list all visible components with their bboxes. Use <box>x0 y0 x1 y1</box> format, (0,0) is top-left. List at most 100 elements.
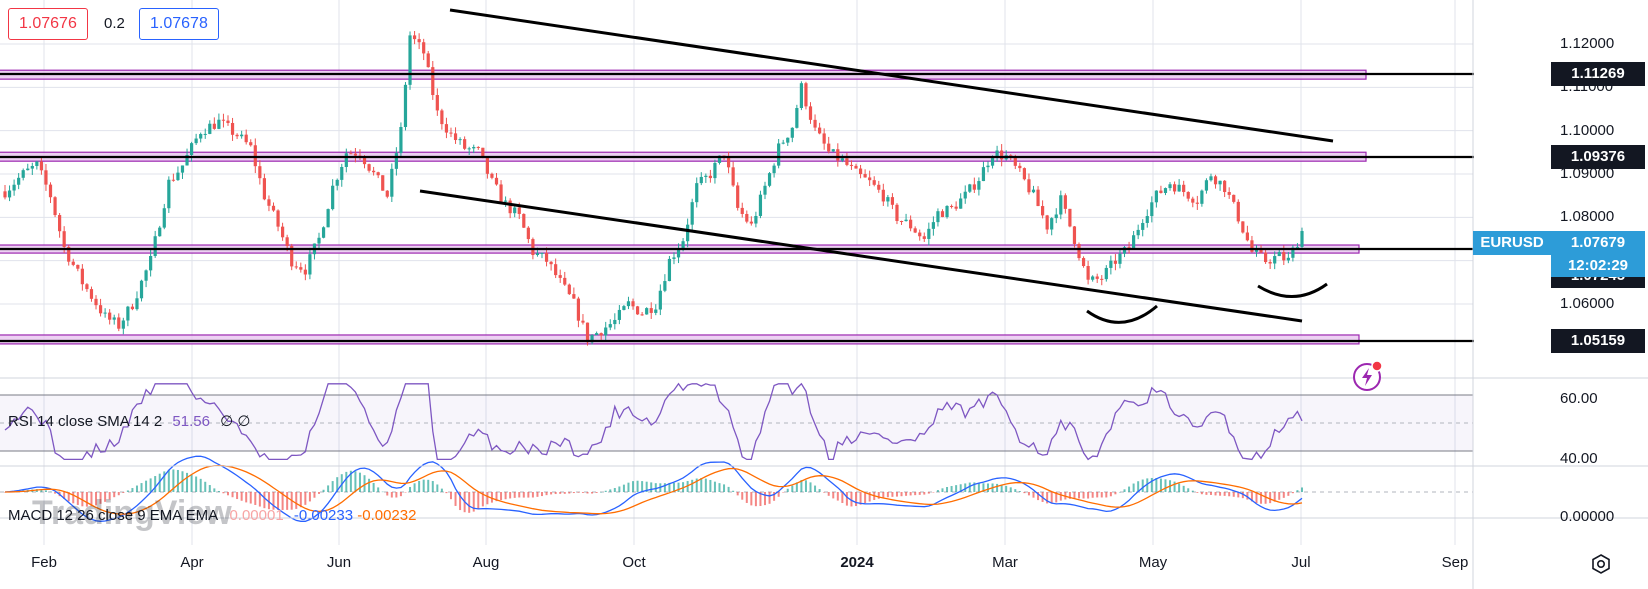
ask-quote[interactable]: 1.07678 <box>139 8 219 40</box>
macd-hist-bar <box>650 482 653 492</box>
macd-hist-bar <box>996 483 999 492</box>
candle-body <box>954 206 958 209</box>
macd-hist-bar <box>336 477 339 492</box>
alert-lightning-icon[interactable] <box>1352 360 1384 392</box>
candle-body <box>1259 249 1263 253</box>
candle-187 <box>854 163 858 169</box>
macd-hist-bar <box>1109 492 1112 497</box>
macd-hist-bar <box>404 492 407 493</box>
candle-130 <box>595 331 599 336</box>
macd-hist-bar <box>918 492 921 495</box>
macd-hist-bar <box>395 492 398 498</box>
candle-body <box>763 185 767 195</box>
candle-203 <box>927 222 931 246</box>
candle-12 <box>58 212 62 238</box>
candle-body <box>26 168 30 171</box>
candle-252 <box>1150 196 1154 223</box>
candle-207 <box>945 205 949 219</box>
candle-body <box>431 67 435 96</box>
macd-hist-bar <box>800 480 803 492</box>
candle-28 <box>130 303 135 311</box>
candle-body <box>676 249 681 258</box>
macd-hist-bar <box>99 492 102 504</box>
macd-hist-bar <box>814 485 817 492</box>
candle-16 <box>76 264 80 272</box>
macd-hist-bar <box>409 486 412 492</box>
macd-hist-bar <box>304 492 307 505</box>
candle-body <box>635 306 640 315</box>
candle-133 <box>608 319 612 331</box>
candle-body <box>149 256 153 271</box>
candle-264 <box>1204 178 1209 194</box>
macd-hist-bar <box>886 492 889 498</box>
macd-hist-bar <box>782 492 785 493</box>
candle-body <box>1254 249 1259 252</box>
candle-body <box>1295 246 1300 248</box>
candle-body <box>1118 253 1122 264</box>
candle-190 <box>868 170 872 187</box>
candle-body <box>340 167 344 180</box>
macd-hist-bar <box>618 486 621 492</box>
candle-33 <box>153 230 157 258</box>
macd-hist-bar <box>199 478 202 492</box>
candle-body <box>422 42 426 54</box>
macd-hist-bar <box>286 492 289 510</box>
bid-quote[interactable]: 1.07676 <box>8 8 88 40</box>
candle-58 <box>267 195 271 212</box>
candle-122 <box>558 269 562 283</box>
macd-hist-bar <box>1191 490 1194 492</box>
candle-body <box>48 184 53 198</box>
candle-215 <box>981 161 986 182</box>
macd-hist-bar <box>500 492 503 501</box>
candle-67 <box>308 247 312 280</box>
candle-262 <box>1195 195 1199 210</box>
rsi-legend[interactable]: RSI 14 close SMA 14 2 51.56 ∅ ∅ <box>8 412 250 430</box>
candle-body <box>1086 266 1090 280</box>
candle-251 <box>1145 209 1149 228</box>
macd-hist-bar <box>449 492 452 500</box>
candle-24 <box>112 314 116 325</box>
macd-hist-bar <box>1091 492 1094 498</box>
macd-hist-bar <box>1278 492 1281 500</box>
candle-4 <box>21 168 25 181</box>
rsi-legend-value: 51.56 <box>172 413 210 430</box>
macd-hist-bar <box>663 483 666 492</box>
macd-hist-bar <box>645 481 648 492</box>
candle-body <box>1232 194 1236 202</box>
candle-body <box>458 139 462 141</box>
candle-body <box>563 277 567 285</box>
macd-hist-bar <box>390 492 393 498</box>
candle-body <box>531 239 535 256</box>
candle-body <box>658 290 662 310</box>
candle-body <box>972 184 976 190</box>
candle-body <box>799 83 804 109</box>
candle-131 <box>599 332 603 340</box>
candle-body <box>899 220 904 222</box>
candle-114 <box>522 213 526 229</box>
candle-body <box>585 322 590 343</box>
candle-194 <box>886 194 890 207</box>
candle-129 <box>590 334 594 345</box>
candle-277 <box>1263 249 1268 264</box>
candle-body <box>412 35 417 40</box>
candle-120 <box>549 261 553 271</box>
time-label-3: Aug <box>472 554 500 571</box>
candle-body <box>103 312 107 314</box>
candle-84 <box>385 190 389 199</box>
candle-238 <box>1086 260 1090 285</box>
candle-126 <box>576 296 581 328</box>
macd-hist-bar <box>509 492 512 499</box>
macd-hist-bar <box>258 492 261 507</box>
macd-hist-bar <box>577 492 580 493</box>
candle-body <box>281 226 285 238</box>
last-price-box: 1.07679 12:02:29 <box>1551 231 1645 277</box>
macd-hist-bar <box>823 492 826 493</box>
macd-hist-bar <box>1128 486 1131 492</box>
macd-legend[interactable]: MACD 12 26 close 9 EMA EMA 0.00001 -0.00… <box>8 507 416 524</box>
candle-body <box>30 165 34 169</box>
candle-49 <box>226 115 230 126</box>
macd-hist-bar <box>331 481 334 492</box>
settings-icon[interactable] <box>1590 553 1612 575</box>
candle-body <box>53 197 57 216</box>
